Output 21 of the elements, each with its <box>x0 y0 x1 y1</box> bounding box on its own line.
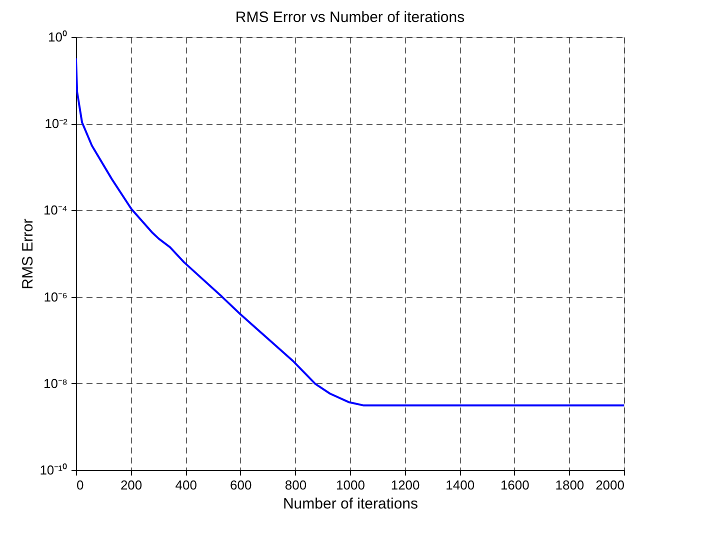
y-tick-label: 10⁻² <box>44 116 68 132</box>
y-tick-label: 10⁻⁶ <box>44 289 68 304</box>
x-tick-label: 2000 <box>596 478 624 492</box>
y-axis-title: RMS Error <box>20 218 37 290</box>
x-tick-label: 1600 <box>500 478 530 492</box>
y-tick-label: 10⁻¹⁰ <box>40 462 68 478</box>
y-tick-label: 10⁻⁴ <box>43 202 68 218</box>
y-tick-label: 10⁰ <box>48 30 68 44</box>
chart-title: RMS Error vs Number of iterations <box>235 9 465 26</box>
y-tick-label: 10⁻⁸ <box>44 376 68 391</box>
x-tick-label: 1200 <box>390 478 420 492</box>
x-axis-title: Number of iterations <box>282 496 418 512</box>
x-tick-label: 200 <box>120 478 142 492</box>
line-series <box>76 58 624 406</box>
x-tick-label: 0 <box>76 478 84 492</box>
x-tick-label: 1800 <box>555 478 584 492</box>
x-tick-label: 600 <box>230 478 252 492</box>
x-tick-label: 1400 <box>446 478 475 492</box>
x-tick-label: 400 <box>175 478 197 492</box>
x-tick-label: 800 <box>284 478 307 492</box>
x-tick-label: 1000 <box>336 478 365 492</box>
